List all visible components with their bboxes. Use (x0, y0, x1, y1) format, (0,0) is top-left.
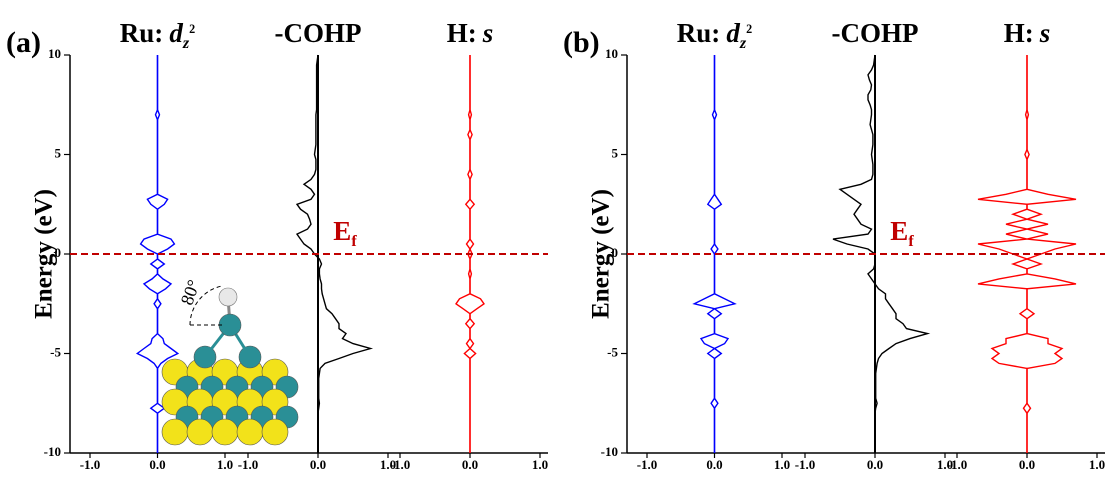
subplot-title-italic: d (726, 18, 740, 48)
panel-label: (a) (6, 26, 41, 59)
fermi-label-sub: f (908, 232, 914, 250)
inset-structure: 80° (162, 277, 298, 445)
subplot-title-italic: s (1039, 18, 1051, 48)
ru-atom (219, 314, 241, 336)
angle-label: 80° (177, 277, 204, 308)
subplot-title-text: H: (447, 18, 477, 48)
subplot-title-text: H: (1004, 18, 1034, 48)
y-tick-label: -5 (50, 344, 61, 359)
fermi-label-sub: f (351, 232, 357, 250)
x-tick-label: -1.0 (947, 457, 968, 472)
subplot-title-text: -COHP (832, 18, 919, 48)
au-atom (162, 419, 188, 445)
au-atom (262, 419, 288, 445)
x-tick-label: -1.0 (390, 457, 411, 472)
x-tick-label: -1.0 (238, 457, 259, 472)
subplot-title-sup: 2 (746, 22, 752, 36)
y-tick-label: 5 (612, 145, 619, 160)
subplot-title-sub: z (182, 34, 190, 52)
y-tick-label: 5 (55, 145, 62, 160)
fermi-label-text: E (890, 216, 908, 246)
page: (a)Energy (eV)-10-50510-1.00.01.0Ru:dz2-… (0, 0, 1113, 479)
subplot-title: Ru:dz2 (677, 18, 752, 52)
au-atom (237, 419, 263, 445)
x-tick-label: 1.0 (532, 457, 548, 472)
au-atom (212, 419, 238, 445)
x-tick-label: 1.0 (774, 457, 790, 472)
figure: (a)Energy (eV)-10-50510-1.00.01.0Ru:dz2-… (0, 0, 1113, 479)
au-atom (187, 419, 213, 445)
subplot-title-sub: z (739, 34, 747, 52)
x-tick-label: 0.0 (462, 457, 478, 472)
fermi-label: Ef (333, 216, 357, 250)
subplot-title-sup: 2 (189, 22, 195, 36)
y-tick-label: -10 (601, 444, 618, 459)
subplot-title: -COHP (275, 18, 362, 48)
subplot-title: -COHP (832, 18, 919, 48)
subplot-title-italic: d (169, 18, 183, 48)
x-tick-label: -1.0 (795, 457, 816, 472)
y-tick-label: 10 (48, 46, 61, 61)
x-tick-label: 1.0 (1089, 457, 1105, 472)
x-tick-label: 1.0 (217, 457, 233, 472)
h-atom (219, 288, 237, 306)
y-tick-label: -10 (44, 444, 61, 459)
y-tick-label: 10 (605, 46, 618, 61)
x-tick-label: 0.0 (149, 457, 165, 472)
y-tick-label: -5 (607, 344, 618, 359)
x-tick-label: 0.0 (867, 457, 883, 472)
x-tick-label: -1.0 (80, 457, 101, 472)
x-tick-label: 0.0 (1019, 457, 1035, 472)
subplot-title-text: -COHP (275, 18, 362, 48)
subplot-title: Ru:dz2 (120, 18, 195, 52)
panel-label: (b) (563, 26, 600, 59)
subplot-title-text: Ru: (677, 18, 721, 48)
x-tick-label: 0.0 (706, 457, 722, 472)
subplot-title: H:s (447, 18, 494, 48)
subplot-title-italic: s (482, 18, 494, 48)
fermi-label-text: E (333, 216, 351, 246)
x-tick-label: 0.0 (310, 457, 326, 472)
subplot-title: H:s (1004, 18, 1051, 48)
y-tick-label: 0 (612, 245, 619, 260)
fermi-label: Ef (890, 216, 914, 250)
y-tick-label: 0 (55, 245, 62, 260)
x-tick-label: -1.0 (637, 457, 658, 472)
subplot-title-text: Ru: (120, 18, 164, 48)
